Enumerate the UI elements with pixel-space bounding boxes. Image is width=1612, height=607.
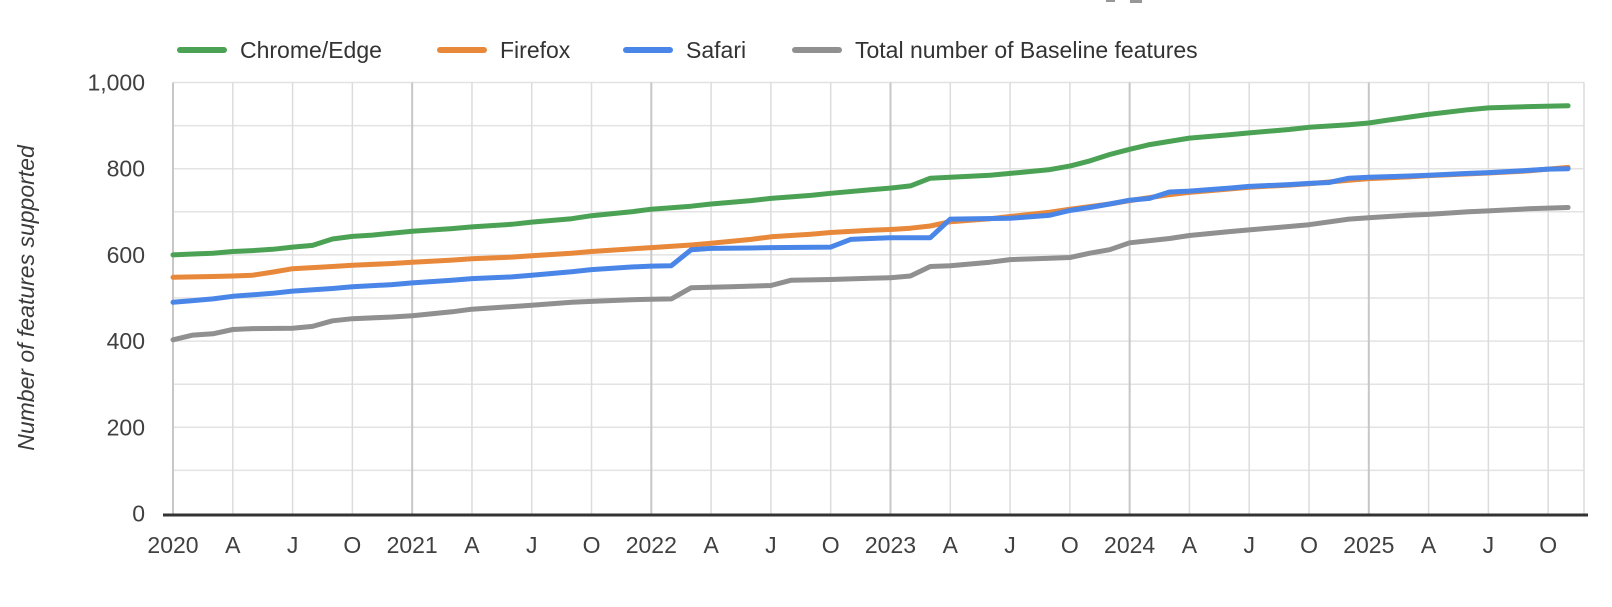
x-tick-label: J xyxy=(1243,532,1255,558)
x-tick-label: 2024 xyxy=(1104,532,1155,558)
legend-item-chrome-edge: Chrome/Edge xyxy=(177,35,382,65)
y-tick-label: 1,000 xyxy=(87,70,145,96)
legend-label: Firefox xyxy=(500,36,571,63)
y-tick-label: 200 xyxy=(107,414,145,440)
y-axis-title: Number of features supported xyxy=(13,144,39,451)
legend-swatch xyxy=(437,47,487,53)
legend-item-total-number-of-baseline-features: Total number of Baseline features xyxy=(792,35,1198,65)
x-tick-label: A xyxy=(703,532,719,558)
x-tick-label: A xyxy=(464,532,480,558)
x-tick-label: O xyxy=(343,532,361,558)
x-tick-label: J xyxy=(287,532,299,558)
x-tick-label: 2021 xyxy=(387,532,438,558)
legend-item-safari: Safari xyxy=(623,35,746,65)
legend-label: Safari xyxy=(686,36,747,63)
vertical-gridlines xyxy=(172,82,1585,514)
x-tick-label: O xyxy=(583,532,601,558)
legend-swatch xyxy=(177,47,227,53)
x-tick-label: O xyxy=(1539,532,1557,558)
legend-swatch xyxy=(623,47,673,53)
y-tick-label: 800 xyxy=(107,156,145,182)
legend-swatch xyxy=(792,47,842,53)
x-tick-label: 2022 xyxy=(626,532,677,558)
y-tick-label: 0 xyxy=(132,501,145,527)
x-tick-label: 2025 xyxy=(1343,532,1394,558)
cropped-text-artifact xyxy=(1106,0,1115,2)
x-tick-label: A xyxy=(225,532,241,558)
x-tick-label: J xyxy=(526,532,538,558)
x-tick-label: J xyxy=(1483,532,1495,558)
series-line-safari xyxy=(170,166,1571,305)
legend-label: Chrome/Edge xyxy=(240,36,382,63)
x-axis-tick-labels: 2020 A J O 2021 A J O 2022 A J O 2023 A J O 2024 A J O 2025 A… xyxy=(147,532,1557,558)
cropped-text-artifact xyxy=(1130,0,1142,3)
y-axis-tick-labels: 0 200 400 600 800 1,000 xyxy=(87,70,145,527)
x-tick-label: O xyxy=(822,532,840,558)
x-tick-label: 2020 xyxy=(147,532,198,558)
x-tick-label: J xyxy=(1004,532,1016,558)
series-line-chrome-edge xyxy=(170,103,1571,258)
legend-label: Total number of Baseline features xyxy=(855,36,1198,63)
data-series-lines xyxy=(170,103,1571,343)
series-line-firefox xyxy=(170,164,1571,280)
x-tick-label: A xyxy=(1421,532,1437,558)
x-tick-label: O xyxy=(1061,532,1079,558)
x-tick-label: A xyxy=(943,532,959,558)
x-tick-label: O xyxy=(1300,532,1318,558)
x-tick-label: J xyxy=(765,532,777,558)
series-line-total-number-of-baseline-features xyxy=(170,205,1571,343)
x-tick-label: A xyxy=(1182,532,1198,558)
chart-legend: Chrome/Edge Firefox Safari Total number of … xyxy=(0,35,1612,65)
y-tick-label: 400 xyxy=(107,328,145,354)
y-tick-label: 600 xyxy=(107,242,145,268)
x-tick-label: 2023 xyxy=(865,532,916,558)
legend-item-firefox: Firefox xyxy=(437,35,570,65)
